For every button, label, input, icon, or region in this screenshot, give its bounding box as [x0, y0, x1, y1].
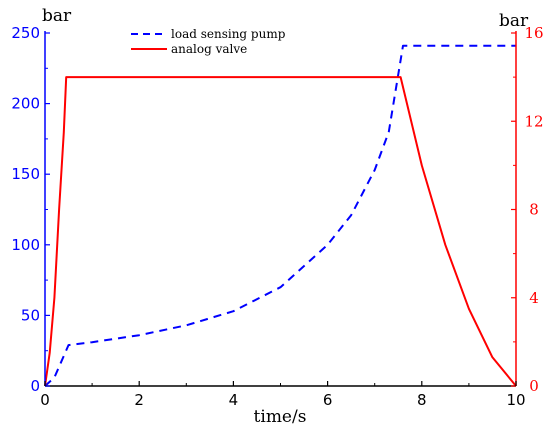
y-left-tick-label: 50 [21, 306, 40, 324]
y-right-tick-label: 16 [524, 24, 543, 42]
y-right-tick-label: 12 [524, 112, 543, 130]
x-tick-label: 10 [506, 391, 525, 409]
axes [44, 31, 517, 387]
legend-label-analog-valve: analog valve [171, 42, 247, 56]
y-left-tick-label: 250 [11, 24, 40, 42]
y-right-tick-label: 8 [529, 201, 539, 219]
plot-area [44, 44, 517, 387]
legend: load sensing pump analog valve [131, 27, 286, 56]
x-tick-label: 0 [40, 391, 50, 409]
tick-labels: 0 50 100 150 200 250 0 4 8 12 16 0 2 4 6 8 10 [11, 24, 543, 409]
x-tick-label: 8 [417, 391, 427, 409]
series-line-1 [44, 76, 517, 387]
x-tick-label: 2 [134, 391, 144, 409]
y-left-tick-label: 0 [30, 377, 40, 395]
y-right-tick-label: 0 [529, 377, 539, 395]
y-right-axis-label: bar [499, 11, 529, 31]
y-left-tick-label: 100 [11, 236, 40, 254]
y-left-tick-label: 200 [11, 95, 40, 113]
x-axis-label: time/s [254, 407, 307, 427]
legend-label-load-sensing-pump: load sensing pump [171, 27, 286, 41]
y-left-axis-label: bar [42, 6, 72, 26]
x-tick-label: 4 [229, 391, 239, 409]
y-right-tick-label: 4 [529, 289, 539, 307]
y-left-tick-label: 150 [11, 165, 40, 183]
x-tick-label: 6 [323, 391, 333, 409]
series-line-0 [44, 44, 516, 387]
